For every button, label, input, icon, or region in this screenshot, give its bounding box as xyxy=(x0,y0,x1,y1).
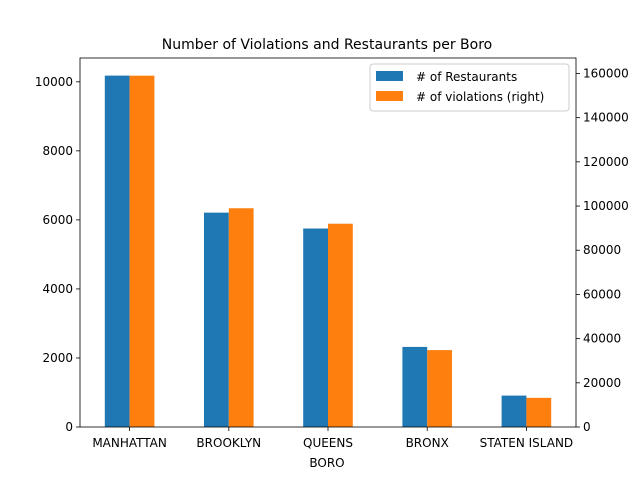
left-y-tick-label: 0 xyxy=(65,420,73,434)
bar-restaurants-bronx xyxy=(402,346,428,427)
right-y-axis: 0 20000 40000 60000 80000 100000 120000 140000 1… xyxy=(576,66,629,434)
left-y-tick-label: 10000 xyxy=(35,75,73,89)
right-y-tick-label: 100000 xyxy=(583,199,629,213)
left-y-tick-label: 2000 xyxy=(42,351,73,365)
chart-title: Number of Violations and Restaurants per… xyxy=(162,37,492,53)
right-y-tick-label: 40000 xyxy=(583,332,621,346)
bar-violations-staten-island xyxy=(526,397,552,427)
bar-restaurants-brooklyn xyxy=(204,212,229,427)
plot-area xyxy=(79,57,577,428)
bar-violations-manhattan xyxy=(129,75,155,428)
x-tick-label: QUEENS xyxy=(303,436,353,450)
x-tick-label: STATEN ISLAND xyxy=(480,436,574,450)
left-y-tick-label: 8000 xyxy=(42,144,73,158)
legend-box xyxy=(369,63,570,112)
bar-violations-bronx xyxy=(427,350,452,427)
x-tick-label: MANHATTAN xyxy=(92,436,167,450)
right-y-tick-label: 20000 xyxy=(583,376,621,390)
right-y-tick-label: 0 xyxy=(583,420,591,434)
right-y-tick-label: 60000 xyxy=(583,287,621,301)
right-y-tick-label: 80000 xyxy=(583,243,621,257)
right-y-tick-label: 140000 xyxy=(583,111,629,125)
bar-violations-brooklyn xyxy=(228,208,254,427)
bar-violations-queens xyxy=(328,223,353,427)
legend-swatch-violations xyxy=(376,91,403,101)
x-axis: MANHATTAN BROOKLYN QUEENS BRONX STATEN ISLAN… xyxy=(92,427,573,450)
right-y-tick-label: 160000 xyxy=(583,66,629,80)
legend-label-restaurants: # of Restaurants xyxy=(416,70,517,84)
legend-swatch-restaurants xyxy=(376,71,403,81)
left-y-axis: 0 2000 4000 6000 8000 10000 xyxy=(35,75,80,434)
legend: # of Restaurants # of violations (right) xyxy=(369,63,570,112)
bar-restaurants-staten-island xyxy=(501,395,527,427)
bar-restaurants-queens xyxy=(303,228,328,427)
x-tick-label: BROOKLYN xyxy=(196,436,261,450)
x-axis-label: BORO xyxy=(309,456,344,470)
x-tick-label: BRONX xyxy=(406,436,449,450)
left-y-tick-label: 6000 xyxy=(42,213,73,227)
left-y-tick-label: 4000 xyxy=(42,282,73,296)
right-y-tick-label: 120000 xyxy=(583,155,629,169)
bar-restaurants-manhattan xyxy=(104,75,130,427)
legend-label-violations: # of violations (right) xyxy=(416,90,544,104)
